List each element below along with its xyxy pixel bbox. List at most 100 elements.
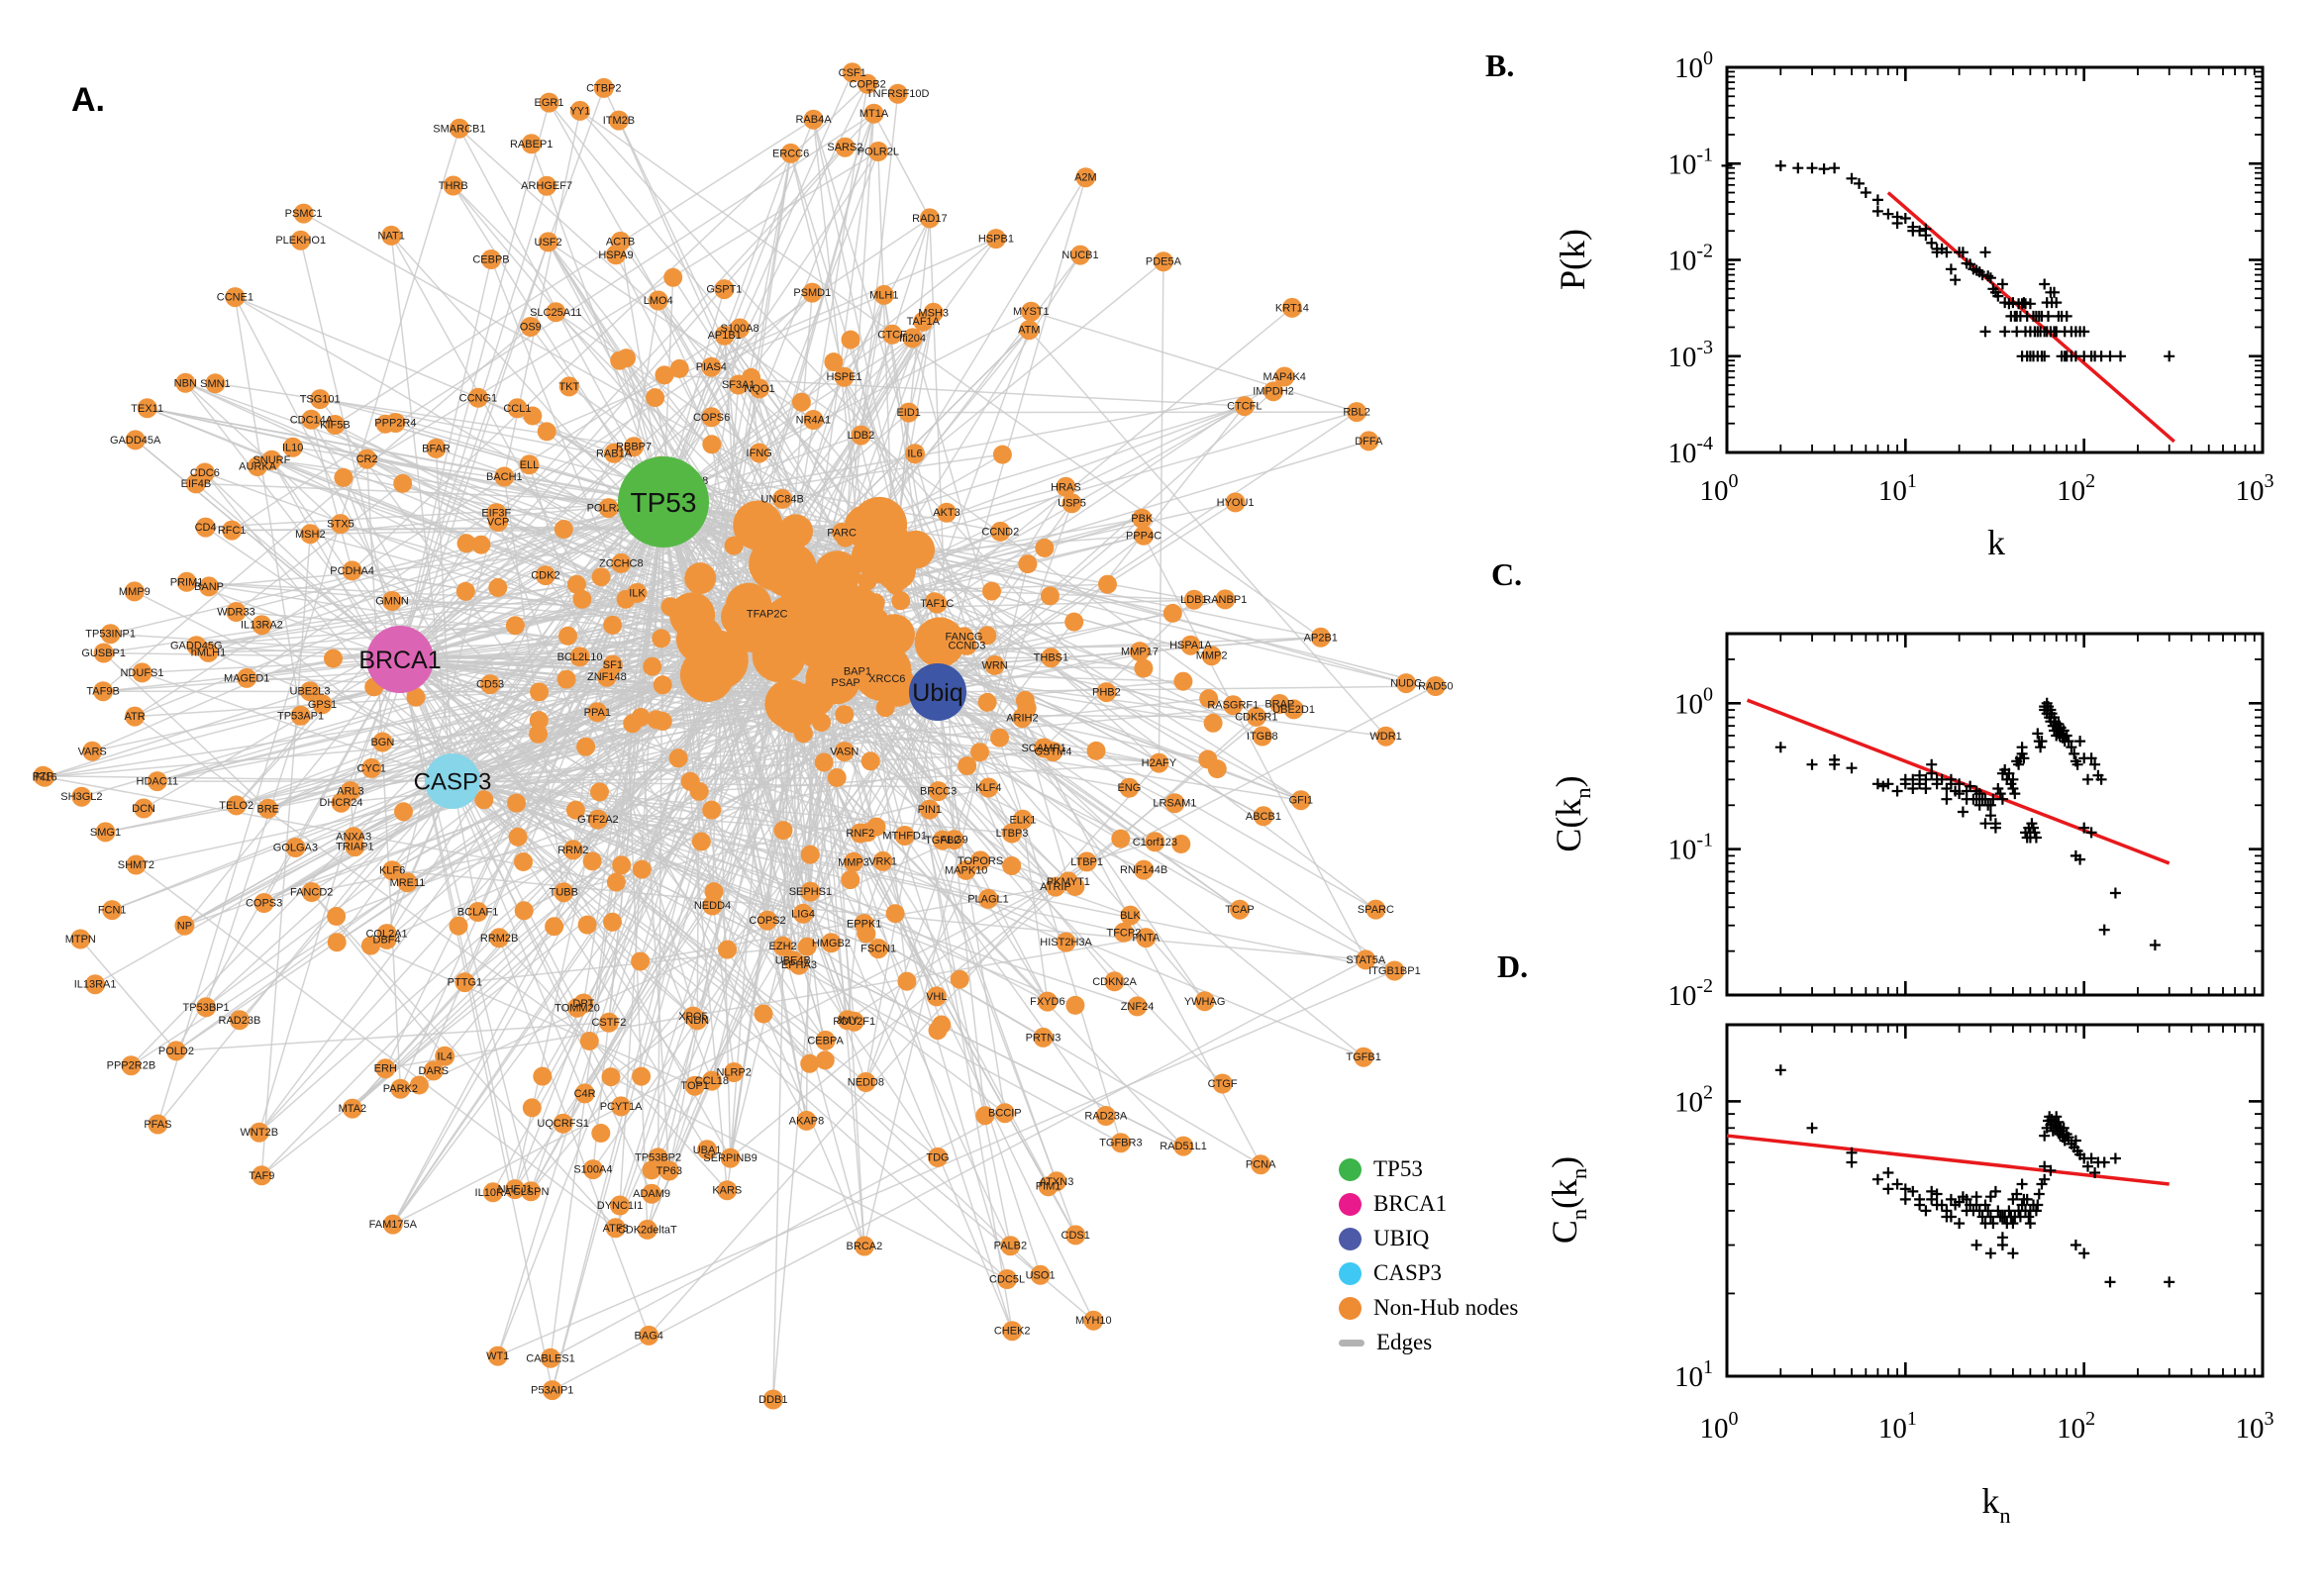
network-node: [1018, 554, 1038, 574]
gene-label: TAF9: [249, 1170, 274, 1182]
gene-label: PIN1: [918, 804, 942, 816]
tick-label: 10-4: [1667, 433, 1713, 469]
network-node: [1199, 689, 1219, 709]
network-node: [643, 656, 662, 676]
network-node: [926, 986, 947, 1007]
network-node: [1384, 960, 1405, 981]
network-node: [932, 1015, 952, 1035]
network-node: [257, 798, 278, 819]
network-node: [701, 356, 722, 377]
data-point: [1882, 778, 1894, 790]
network-node: [1070, 245, 1090, 265]
network-node: [1065, 995, 1085, 1015]
network-edge: [572, 691, 939, 851]
gene-label: YWHAG: [1184, 996, 1226, 1008]
network-node: [821, 933, 842, 953]
network-edge: [579, 110, 1322, 639]
network-node: [1000, 1236, 1021, 1256]
network-node: [631, 951, 651, 971]
gene-label: LTBP1: [1070, 856, 1103, 868]
gene-label: MLH1: [869, 289, 898, 301]
network-node: [1173, 671, 1193, 691]
gene-label: HSPB1: [978, 234, 1014, 246]
gene-label: H2AFY: [1142, 757, 1177, 769]
network-node: [226, 602, 247, 622]
network-edge: [1158, 261, 1164, 763]
network-node: [253, 893, 274, 913]
gene-label: PARC: [827, 527, 857, 539]
network-node: [1203, 713, 1223, 733]
network-edge: [789, 152, 885, 541]
network-node: [1354, 1047, 1374, 1067]
network-node: [793, 903, 814, 924]
network-node: [85, 974, 106, 995]
gene-label: TP53AP1: [277, 710, 324, 722]
data-points: [1774, 1064, 2175, 1288]
tick-label: 102: [2057, 1408, 2095, 1445]
gene-label: RANBP1: [1203, 594, 1247, 606]
data-point: [2033, 1188, 2045, 1200]
data-point: [1996, 1240, 2008, 1250]
network-node: [780, 143, 801, 163]
legend-label: TP53: [1373, 1156, 1423, 1181]
network-node: [382, 591, 402, 611]
network-node: [331, 792, 352, 813]
core-blob-node: [721, 596, 761, 638]
gene-label: VARS: [78, 746, 107, 757]
network-node: [1002, 823, 1022, 844]
gene-label: DPT: [572, 998, 594, 1010]
network-node: [252, 615, 272, 636]
data-point: [1957, 806, 1969, 818]
gene-label: GMNN: [375, 596, 409, 608]
data-point: [1954, 1218, 1966, 1230]
gene-label: DCN: [132, 803, 155, 815]
network-node: [797, 937, 817, 956]
network-edge: [1143, 535, 1366, 960]
network-edge: [452, 501, 664, 782]
gene-label: MMP9: [119, 586, 151, 598]
data-point: [2049, 286, 2060, 298]
data-point: [1976, 269, 1988, 281]
network-node: [867, 142, 888, 161]
network-panel: C1orf123 HDAC11 PARC MT1A SEPHS1 TEX11 SLC25A1…: [33, 62, 1454, 1410]
gene-label: ABCB1: [1246, 811, 1281, 823]
gene-label: POLR2L: [858, 147, 899, 158]
gene-label: ARL3: [337, 786, 364, 798]
network-node: [93, 643, 114, 663]
hub-label-ubiq: Ubiq: [912, 679, 962, 707]
data-point: [1979, 247, 1991, 258]
data-point: [1871, 1173, 1883, 1185]
network-node: [858, 571, 877, 591]
data-point: [2098, 924, 2110, 936]
data-point: [1945, 1193, 1957, 1205]
network-node: [856, 1072, 876, 1092]
data-point: [1961, 1193, 1972, 1205]
network-node: [1002, 1321, 1023, 1342]
network-edge: [399, 501, 664, 660]
gene-label: GSPT1: [706, 284, 742, 296]
network-node: [610, 1195, 630, 1216]
network-node: [591, 1124, 611, 1143]
network-node: [1017, 698, 1037, 718]
network-node: [658, 1160, 679, 1181]
network-node: [1212, 1073, 1233, 1094]
gene-label: AKT3: [933, 507, 960, 519]
network-node: [608, 110, 629, 131]
network-node: [327, 933, 347, 952]
ubiq-swatch-icon: [1339, 1227, 1362, 1250]
network-node: [612, 855, 632, 875]
network-node: [529, 724, 549, 744]
network-node: [754, 1004, 773, 1024]
data-point: [1936, 773, 1948, 785]
gene-label: NAT1: [378, 230, 405, 242]
network-node: [480, 674, 500, 695]
gene-label: MTPN: [65, 934, 96, 946]
panel-label-a: A.: [71, 81, 105, 119]
network-edge: [263, 630, 753, 904]
data-point: [2095, 773, 2107, 785]
data-point: [1984, 1191, 1996, 1203]
data-point: [1899, 1193, 1911, 1205]
network-node: [601, 1067, 621, 1087]
network-node: [814, 752, 834, 772]
network-edge: [552, 958, 1366, 1391]
